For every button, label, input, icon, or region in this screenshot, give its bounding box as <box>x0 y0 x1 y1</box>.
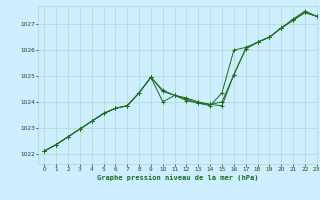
X-axis label: Graphe pression niveau de la mer (hPa): Graphe pression niveau de la mer (hPa) <box>97 174 258 181</box>
